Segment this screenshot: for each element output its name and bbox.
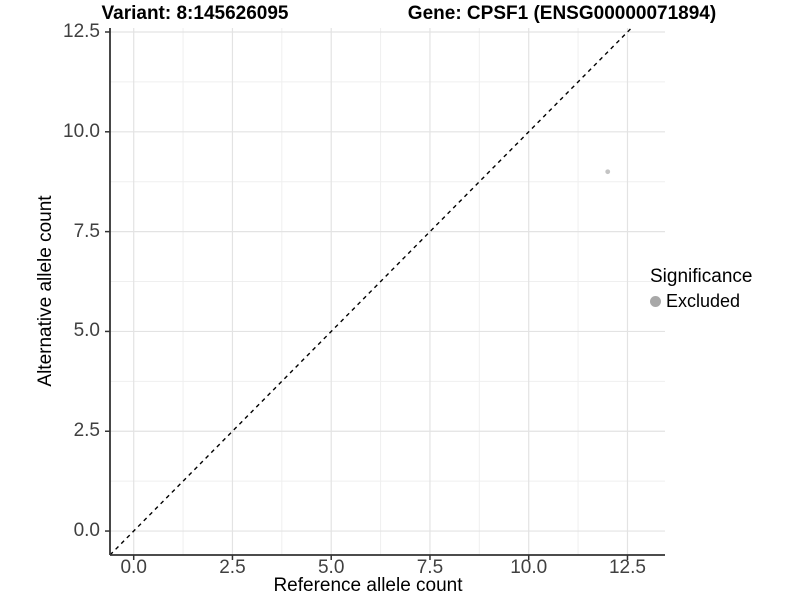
x-tick-label: 12.5 — [608, 557, 646, 578]
y-tick-label: 0.0 — [73, 520, 100, 542]
x-tick-label: 10.0 — [510, 557, 548, 578]
y-tick-label: 12.5 — [63, 20, 100, 42]
data-point-excluded — [605, 169, 611, 175]
legend-title: Significance — [650, 266, 753, 287]
identity-reference-line — [109, 27, 632, 556]
legend-dot-icon — [650, 296, 661, 307]
x-tick-label: 0.0 — [120, 557, 147, 578]
y-tick-label: 2.5 — [73, 420, 100, 442]
legend-item-excluded: Excluded — [650, 291, 752, 312]
x-axis-title: Reference allele count — [273, 575, 463, 596]
x-tick-label: 7.5 — [416, 557, 444, 578]
legend-item-label: Excluded — [666, 291, 741, 311]
plot-panel — [105, 27, 665, 560]
plot-title-variant: Variant: 8:145626095 — [101, 3, 289, 24]
y-tick-label: 5.0 — [73, 320, 100, 342]
y-tick-label: 7.5 — [73, 220, 100, 242]
y-tick-label: 10.0 — [63, 120, 100, 142]
x-tick-label: 2.5 — [219, 557, 246, 578]
legend: Significance Excluded — [650, 266, 752, 312]
x-tick-label: 5.0 — [317, 557, 345, 578]
plot-title-gene: Gene: CPSF1 (ENSG00000071894) — [407, 3, 717, 24]
